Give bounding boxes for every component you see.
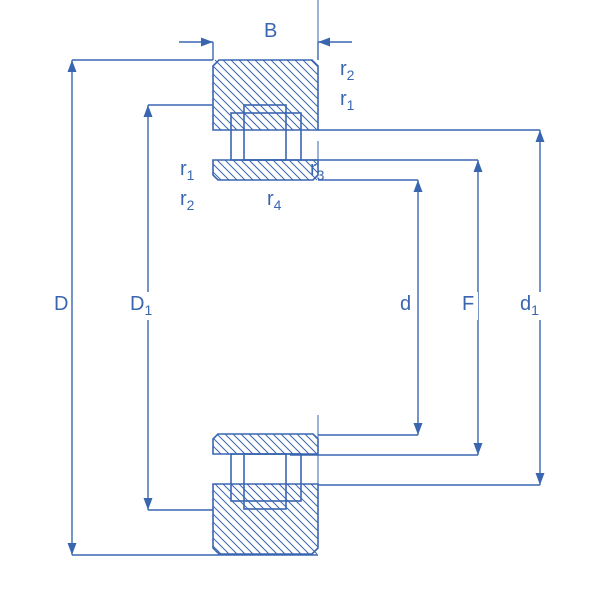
canvas-bg — [0, 0, 600, 600]
label-B: B — [264, 20, 277, 42]
label-D: D — [54, 293, 68, 315]
label-F: F — [462, 293, 474, 315]
bearing-cross-section-diagram: BDD1dFd1r1r2r1r2r3r4 — [0, 0, 600, 600]
label-d: d — [400, 293, 411, 315]
